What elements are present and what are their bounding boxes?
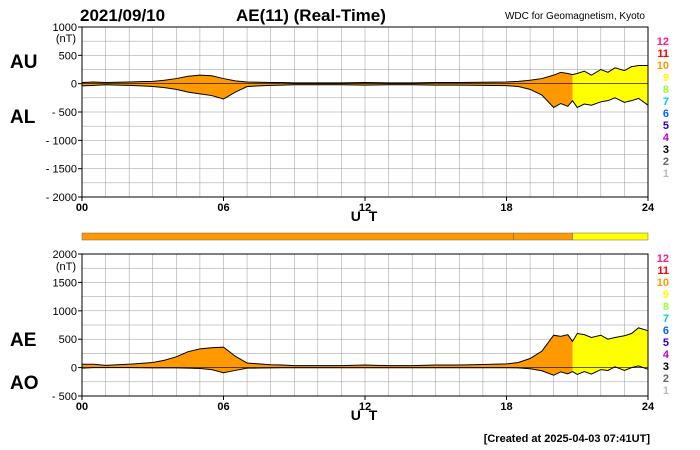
legend-number: 4 <box>663 132 670 144</box>
legend-number: 2 <box>663 156 669 168</box>
y-tick-label: 500 <box>59 334 77 346</box>
series-line-ae <box>82 327 649 367</box>
x-tick-label: 18 <box>500 202 512 214</box>
x-tick-label: 24 <box>642 401 655 413</box>
legend-number: 8 <box>663 84 669 96</box>
area-fill-segment <box>572 327 648 375</box>
legend-number: 9 <box>663 289 669 301</box>
x-tick-label: 24 <box>642 202 655 214</box>
x-tick-label: 12 <box>359 401 371 413</box>
legend-number: 12 <box>657 36 669 48</box>
x-axis-title-bottom: U T <box>351 407 380 423</box>
unit-label-bottom: (nT) <box>56 261 76 273</box>
legend-number: 6 <box>663 325 669 337</box>
series-line-al <box>81 84 649 109</box>
source-label: WDC for Geomagnetism, Kyoto <box>505 11 645 22</box>
series-line-au <box>81 65 648 84</box>
legend-number: 1 <box>663 168 669 180</box>
x-tick-label: 06 <box>217 401 229 413</box>
y-tick-label: 0 <box>71 79 77 91</box>
ao-label: AO <box>10 373 39 394</box>
y-tick-label: 1500 <box>53 277 77 289</box>
legend-number: 5 <box>663 337 669 349</box>
x-tick-label: 06 <box>217 202 229 214</box>
x-tick-label: 18 <box>500 401 512 413</box>
legend-number: 3 <box>663 361 669 373</box>
station-bar-segment <box>81 232 514 241</box>
station-bar-segment <box>513 232 573 241</box>
y-tick-label: - 1000 <box>46 135 77 147</box>
legend-number: 5 <box>663 120 669 132</box>
y-tick-label: 0 <box>71 363 77 375</box>
y-tick-label: 2000 <box>53 249 77 261</box>
area-fill-segment <box>82 72 573 108</box>
legend-number: 7 <box>663 313 669 325</box>
legend-number: 3 <box>663 144 669 156</box>
legend-number: 4 <box>663 349 670 361</box>
legend-number: 8 <box>663 301 669 313</box>
area-fill-segment <box>572 65 648 108</box>
legend-number: 1 <box>663 385 669 397</box>
y-tick-label: 500 <box>59 50 77 62</box>
y-tick-label: 1000 <box>53 306 77 318</box>
ae-label: AE <box>10 330 36 351</box>
unit-label-top: (nT) <box>56 33 76 45</box>
date-label: 2021/09/10 <box>80 6 165 25</box>
chart-title: AE(11) (Real-Time) <box>236 6 386 25</box>
legend-number: 10 <box>657 60 669 72</box>
legend-number: 10 <box>657 277 669 289</box>
station-bar-segment <box>572 232 649 241</box>
legend-number: 7 <box>663 96 669 108</box>
y-tick-label: - 2000 <box>46 192 77 204</box>
x-tick-label: 00 <box>76 401 88 413</box>
al-label: AL <box>10 107 36 128</box>
legend-number: 6 <box>663 108 669 120</box>
created-timestamp: [Created at 2025-04-03 07:41UT] <box>484 433 651 445</box>
legend-number: 12 <box>657 253 669 265</box>
y-tick-label: - 500 <box>52 391 77 403</box>
x-axis-title-top: U T <box>351 208 380 224</box>
au-label: AU <box>10 52 37 73</box>
y-tick-label: - 500 <box>52 107 77 119</box>
x-tick-label: 12 <box>359 202 371 214</box>
area-fill-segment <box>82 334 573 376</box>
legend-number: 11 <box>657 48 669 60</box>
legend-number: 11 <box>657 265 669 277</box>
legend-number: 9 <box>663 72 669 84</box>
y-tick-label: 1000 <box>53 22 77 34</box>
y-tick-label: - 1500 <box>46 164 77 176</box>
legend-number: 2 <box>663 373 669 385</box>
station-count-bar <box>81 232 649 241</box>
x-tick-label: 00 <box>76 202 88 214</box>
